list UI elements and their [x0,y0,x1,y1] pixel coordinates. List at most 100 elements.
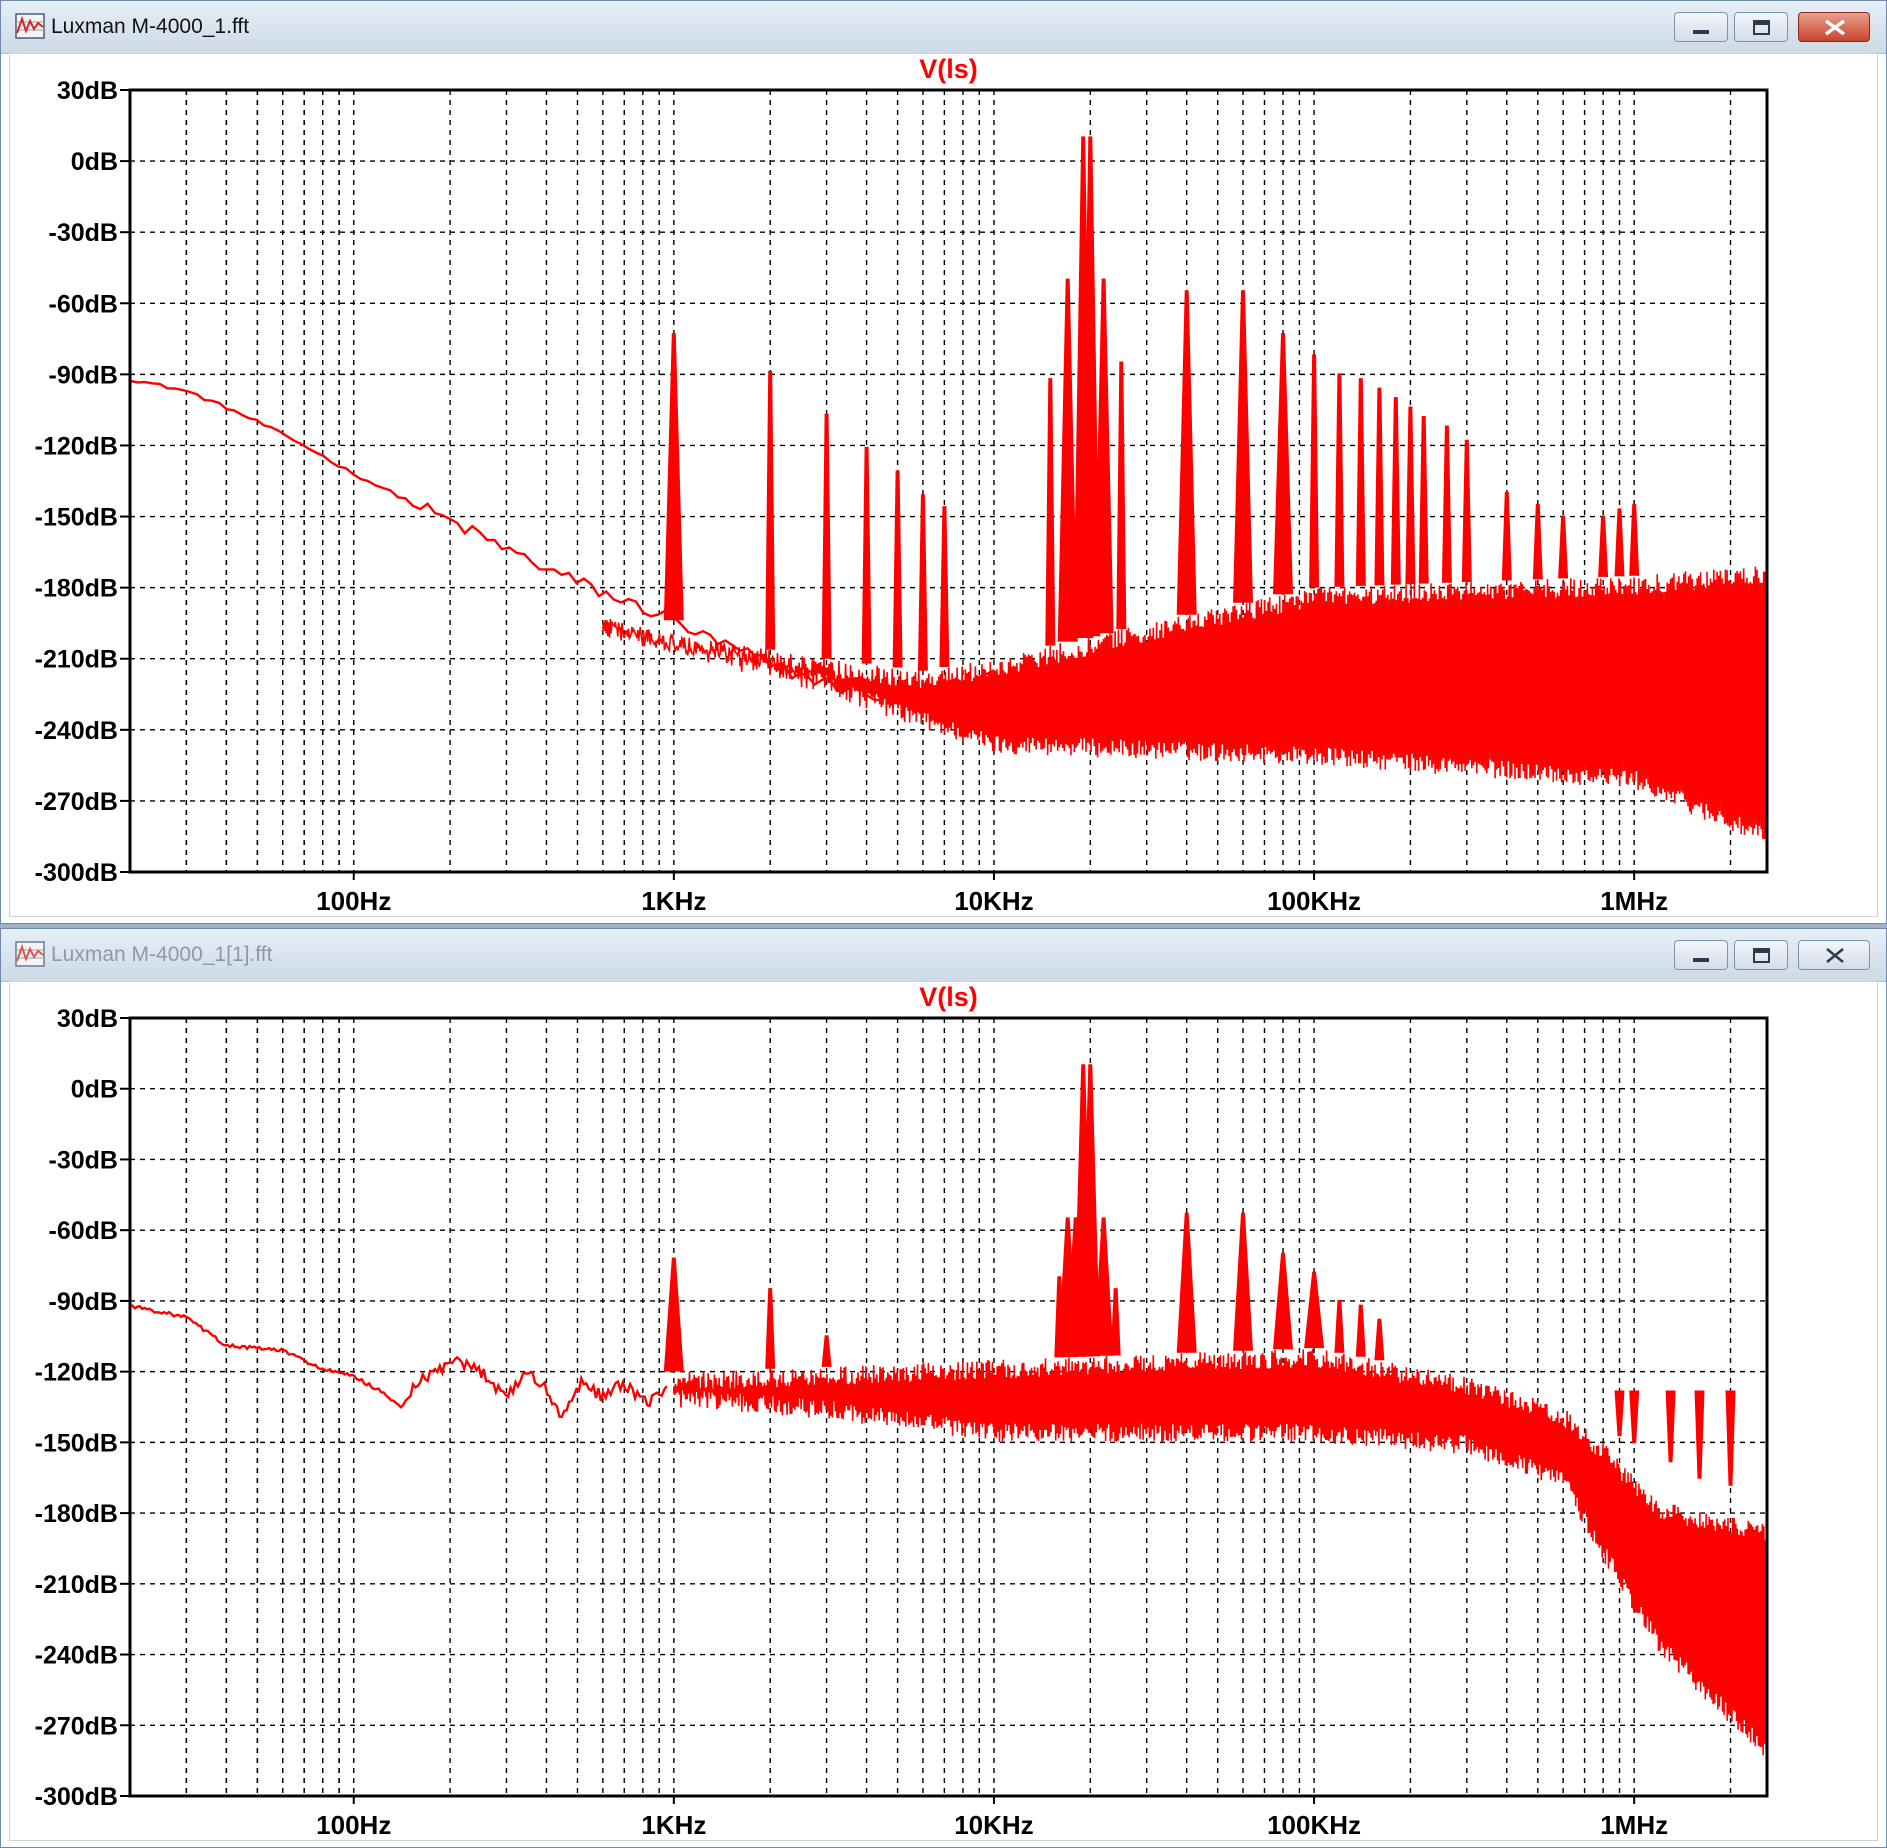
spectral-peak [1629,503,1640,576]
trace-series [129,1064,1768,1756]
x-tick-label: 1MHz [1600,886,1668,916]
close-button[interactable] [1798,940,1870,970]
y-tick-label: -30dB [49,1146,118,1174]
spectral-peak [663,1257,684,1372]
chart-title: V(ls) [919,54,978,84]
spectral-peak [1694,1390,1705,1479]
spectral-peak [1233,290,1253,603]
spectral-peak [1614,1390,1625,1437]
minimize-icon [1693,30,1709,34]
fft-window-2[interactable]: Luxman M-4000_1[1].fft V(ls) 30dB 0dB -30dB… [0,928,1887,1848]
y-tick-label: -240dB [35,717,118,745]
spectral-peak [1629,1390,1640,1444]
waveform-app-icon [15,941,45,967]
x-tick-label: 10KHz [954,886,1033,916]
spectral-peak [1598,515,1609,577]
window-titlebar[interactable]: Luxman M-4000_1.fft [1,1,1886,54]
spectral-peak [1273,333,1293,595]
close-icon [1826,948,1844,963]
spectral-peak [1374,1318,1385,1361]
spectral-peak [1725,1390,1736,1486]
fft-chart-1: V(ls) 30dB 0dB -30dB -60dB -90dB -120dB -150dB -… [35,54,1769,916]
plot-frame [128,88,1769,874]
spectral-peak [821,413,832,659]
plot-pane[interactable]: V(ls) 30dB 0dB -30dB -60dB -90dB -120dB -150dB -… [9,981,1878,1841]
spectral-peak [861,446,872,664]
y-tick-label: 0dB [71,148,118,176]
spectral-peak [1110,1288,1121,1356]
spectral-peak [1614,508,1625,577]
spectral-peak [1355,378,1366,586]
y-tick-label: -60dB [49,1217,118,1245]
y-tick-label: -30dB [49,219,118,247]
y-tick-label: 30dB [57,77,118,105]
y-tick-label: -120dB [35,1359,118,1387]
spectral-peak [1057,278,1078,642]
y-tick-label: -120dB [35,432,118,460]
y-tick-label: -90dB [49,361,118,389]
minimize-button[interactable] [1674,12,1728,42]
spectral-peak [1093,278,1114,634]
x-tick-label: 1KHz [641,1810,706,1840]
spectral-peak [1080,1064,1101,1357]
noise-band [673,1348,1768,1756]
y-tick-label: -210dB [35,646,118,674]
y-tick-label: -300dB [35,859,118,887]
spectral-peak [1334,373,1345,587]
maximize-button[interactable] [1734,940,1788,970]
waveform-app-icon [15,13,45,39]
spectral-peak [892,470,903,668]
spectral-peak [765,371,776,650]
spectral-peak [1532,503,1543,580]
close-button[interactable] [1798,12,1870,42]
spectral-peak [1045,378,1056,646]
trace-line [129,1304,668,1419]
window-title: Luxman M-4000_1[1].fft [51,943,273,966]
spectral-peak [917,494,928,671]
close-icon [1824,19,1846,36]
x-tick-label: 100KHz [1267,1810,1361,1840]
spectral-peak [1273,1252,1293,1350]
x-tick-label: 1KHz [641,886,706,916]
minimize-button[interactable] [1674,940,1728,970]
maximize-button[interactable] [1734,12,1788,42]
y-tick-label: -270dB [35,1712,118,1740]
minimize-icon [1693,958,1709,962]
y-tick-label: -150dB [35,1429,118,1457]
y-tick-label: -150dB [35,504,118,532]
spectral-peak [1418,416,1429,584]
spectral-peak [1334,1299,1345,1353]
window-title: Luxman M-4000_1.fft [51,15,250,38]
spectral-peak [765,1288,776,1369]
spectral-peak [1558,515,1569,579]
y-tick-label: 0dB [71,1076,118,1104]
y-tick-label: 30dB [57,1005,118,1033]
spectral-peak [1441,425,1452,583]
y-tick-label: -300dB [35,1783,118,1811]
trace-series [129,136,1768,840]
grid-lines [130,90,1767,872]
spectral-peak [939,506,950,668]
spectral-peak [1374,387,1385,586]
noise-band [602,566,1768,840]
window-titlebar[interactable]: Luxman M-4000_1[1].fft [1,929,1886,982]
y-tick-label: -270dB [35,788,118,816]
y-tick-label: -90dB [49,1288,118,1316]
spectral-peak [821,1335,832,1367]
fft-chart-2: V(ls) 30dB 0dB -30dB -60dB -90dB -120dB -150dB -… [35,982,1769,1840]
y-tick-label: -60dB [49,290,118,318]
spectral-peak [1054,1276,1065,1358]
spectral-peak [1093,1217,1114,1356]
maximize-icon [1753,20,1770,35]
chart-title: V(ls) [919,982,978,1012]
y-tick-label: -180dB [35,575,118,603]
x-tick-label: 10KHz [954,1810,1033,1840]
plot-pane[interactable]: V(ls) 30dB 0dB -30dB -60dB -90dB -120dB -150dB -… [9,53,1878,917]
maximize-icon [1753,948,1770,963]
spectral-peak [663,333,684,621]
spectral-peak [1080,136,1101,637]
fft-window-1[interactable]: Luxman M-4000_1.fft V(ls) 30dB 0dB -30dB -60… [0,0,1887,924]
y-tick-label: -240dB [35,1642,118,1670]
spectral-peak [1390,397,1401,585]
plot-frame [128,1016,1769,1798]
